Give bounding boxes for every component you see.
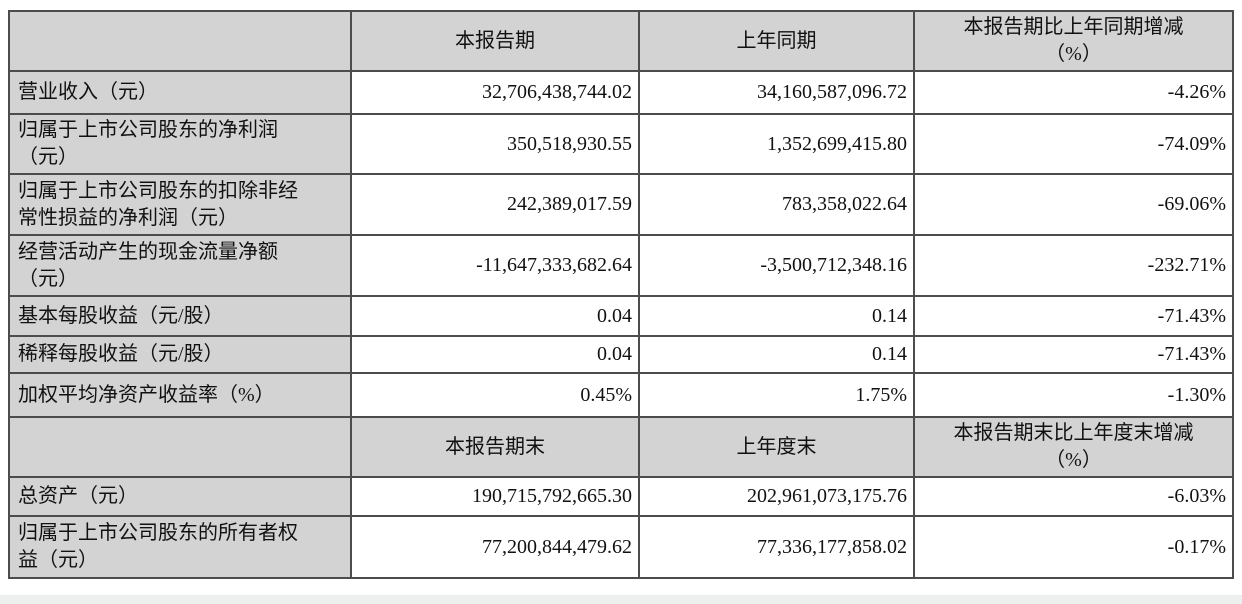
row-label-cell: 归属于上市公司股东的所有者权益（元） — [8, 515, 352, 579]
table-row-diluted-eps: 稀释每股收益（元/股） 0.04 0.14 -71.43% — [8, 335, 1234, 374]
prior-value-cell: 202,961,073,175.76 — [638, 476, 915, 517]
row-label-cell: 稀释每股收益（元/股） — [8, 335, 352, 374]
prior-value-cell: 1,352,699,415.80 — [638, 113, 915, 175]
period-header-spacer-cell — [8, 10, 352, 72]
prior-value-cell: 1.75% — [638, 372, 915, 418]
change-value-cell: -6.03% — [913, 476, 1234, 517]
table-row-operating-cash-flow: 经营活动产生的现金流量净额（元） -11,647,333,682.64 -3,5… — [8, 234, 1234, 297]
balance-header-change: 本报告期末比上年度末增减 （%） — [913, 416, 1234, 478]
current-value-cell: 0.04 — [350, 295, 640, 337]
current-value-cell: 77,200,844,479.62 — [350, 515, 640, 579]
change-value-cell: -0.17% — [913, 515, 1234, 579]
table-row-net-profit-excl-nonrecurring: 归属于上市公司股东的扣除非经常性损益的净利润（元） 242,389,017.59… — [8, 173, 1234, 236]
row-label-cell: 总资产（元） — [8, 476, 352, 517]
change-value-cell: -4.26% — [913, 70, 1234, 115]
key-financials-table: 本报告期 上年同期 本报告期比上年同期增减 （%） 营业收入（元） 32,706… — [8, 10, 1234, 579]
table-row-weighted-avg-roe: 加权平均净资产收益率（%） 0.45% 1.75% -1.30% — [8, 372, 1234, 418]
prior-value-cell: 0.14 — [638, 295, 915, 337]
prior-value-cell: 77,336,177,858.02 — [638, 515, 915, 579]
period-header-row: 本报告期 上年同期 本报告期比上年同期增减 （%） — [8, 10, 1234, 72]
row-label-cell: 归属于上市公司股东的净利润（元） — [8, 113, 352, 175]
current-value-cell: 350,518,930.55 — [350, 113, 640, 175]
prior-value-cell: -3,500,712,348.16 — [638, 234, 915, 297]
change-value-cell: -69.06% — [913, 173, 1234, 236]
prior-value-cell: 783,358,022.64 — [638, 173, 915, 236]
table-row-revenue: 营业收入（元） 32,706,438,744.02 34,160,587,096… — [8, 70, 1234, 115]
current-value-cell: 190,715,792,665.30 — [350, 476, 640, 517]
prior-value-cell: 0.14 — [638, 335, 915, 374]
balance-header-prior: 上年度末 — [638, 416, 915, 478]
prior-value-cell: 34,160,587,096.72 — [638, 70, 915, 115]
balance-header-change-line1: 本报告期末比上年度末增减 — [953, 422, 1194, 444]
change-value-cell: -71.43% — [913, 335, 1234, 374]
period-header-change: 本报告期比上年同期增减 （%） — [913, 10, 1234, 72]
current-value-cell: 0.04 — [350, 335, 640, 374]
balance-header-change-line2: （%） — [1045, 449, 1102, 471]
period-header-change-line1: 本报告期比上年同期增减 — [963, 16, 1184, 38]
table-row-total-assets: 总资产（元） 190,715,792,665.30 202,961,073,17… — [8, 476, 1234, 517]
change-value-cell: -232.71% — [913, 234, 1234, 297]
row-label-cell: 加权平均净资产收益率（%） — [8, 372, 352, 418]
page-bottom-strip — [0, 595, 1242, 604]
table-row-net-profit: 归属于上市公司股东的净利润（元） 350,518,930.55 1,352,69… — [8, 113, 1234, 175]
period-header-prior: 上年同期 — [638, 10, 915, 72]
table-row-shareholders-equity: 归属于上市公司股东的所有者权益（元） 77,200,844,479.62 77,… — [8, 515, 1234, 579]
change-value-cell: -71.43% — [913, 295, 1234, 337]
period-header-current: 本报告期 — [350, 10, 640, 72]
row-label-cell: 基本每股收益（元/股） — [8, 295, 352, 337]
balance-header-current: 本报告期末 — [350, 416, 640, 478]
change-value-cell: -1.30% — [913, 372, 1234, 418]
row-label-cell: 经营活动产生的现金流量净额（元） — [8, 234, 352, 297]
change-value-cell: -74.09% — [913, 113, 1234, 175]
balance-header-row: 本报告期末 上年度末 本报告期末比上年度末增减 （%） — [8, 416, 1234, 478]
current-value-cell: 32,706,438,744.02 — [350, 70, 640, 115]
balance-header-spacer-cell — [8, 416, 352, 478]
period-header-change-line2: （%） — [1045, 43, 1102, 65]
current-value-cell: 242,389,017.59 — [350, 173, 640, 236]
current-value-cell: -11,647,333,682.64 — [350, 234, 640, 297]
row-label-cell: 营业收入（元） — [8, 70, 352, 115]
current-value-cell: 0.45% — [350, 372, 640, 418]
row-label-cell: 归属于上市公司股东的扣除非经常性损益的净利润（元） — [8, 173, 352, 236]
table-row-basic-eps: 基本每股收益（元/股） 0.04 0.14 -71.43% — [8, 295, 1234, 337]
